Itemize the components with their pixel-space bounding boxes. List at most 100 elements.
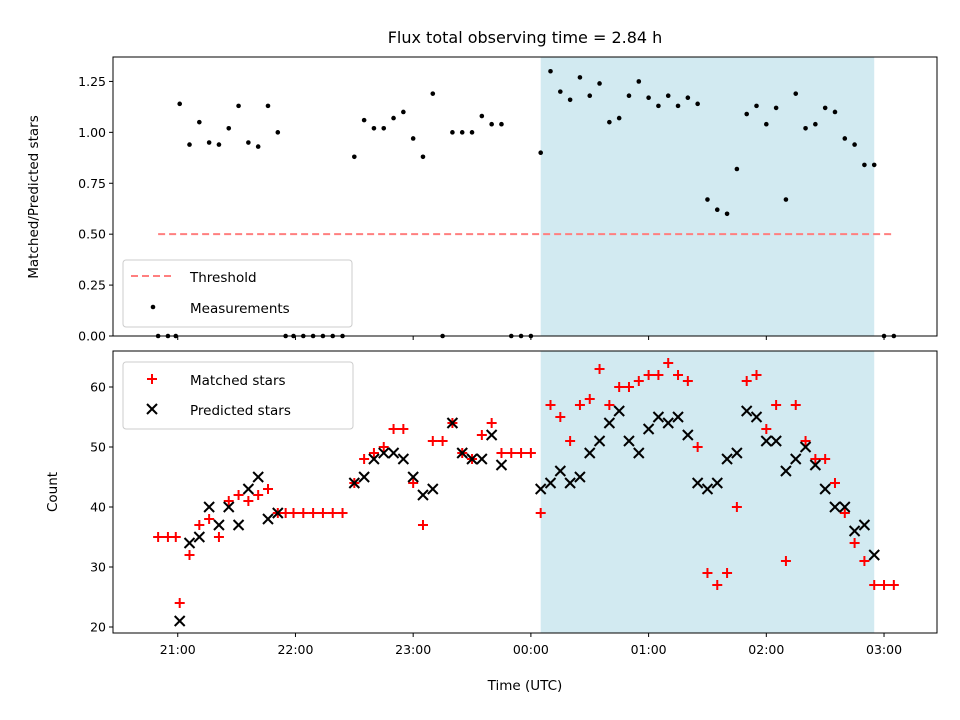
matched-star-point	[810, 454, 821, 464]
matched-star-point	[213, 532, 224, 542]
measurement-point	[265, 103, 271, 109]
matched-star-point	[378, 442, 389, 452]
predicted-star-point	[446, 417, 459, 429]
bottom-shaded-span	[540, 351, 875, 633]
x-tick-label: 00:00	[513, 642, 549, 657]
predicted-star-point	[829, 501, 841, 513]
predicted-star-point	[272, 507, 284, 519]
predicted-star-point	[584, 447, 596, 459]
predicted-star-point	[623, 435, 635, 447]
measurement-point	[361, 117, 367, 123]
matched-star-point	[692, 442, 703, 452]
matched-star-point	[604, 400, 615, 410]
measurement-point	[381, 125, 387, 131]
measurement-point	[646, 95, 651, 101]
predicted-star-point	[387, 447, 400, 459]
matched-star-point	[496, 448, 507, 458]
matched-star-point	[288, 508, 299, 518]
predicted-star-point	[603, 417, 616, 429]
predicted-star-point	[232, 519, 245, 531]
measurement-point	[548, 68, 553, 74]
predicted-star-point	[593, 435, 606, 447]
matched-star-point	[712, 580, 723, 590]
y-tick-label: 60	[90, 380, 106, 395]
predicted-star-point	[485, 429, 498, 441]
measurements-legend-swatch	[150, 304, 156, 310]
measurement-point	[177, 101, 183, 107]
matched-star-point	[682, 376, 693, 386]
measurement-point	[813, 121, 818, 127]
predicted-legend-label: Predicted stars	[190, 403, 291, 419]
measurement-point	[783, 197, 789, 202]
predicted-star-point	[476, 453, 488, 465]
matched-star-point	[233, 490, 244, 500]
bottom-x-axis: 21:00 22:00 23:00 00:00 01:00 02:00 03:00	[160, 633, 902, 657]
predicted-star-point	[193, 531, 206, 543]
matched-star-point	[516, 448, 527, 458]
measurement-point	[499, 121, 504, 127]
matched-star-point	[741, 376, 752, 386]
predicted-star-point	[368, 453, 380, 465]
measurement-point	[246, 140, 251, 145]
measurement-point	[275, 130, 281, 135]
matched-legend-label: Matched stars	[190, 373, 286, 389]
matched-star-point	[594, 364, 605, 374]
measurement-point	[656, 103, 661, 109]
bottom-y-axis-label: Count	[45, 472, 61, 512]
predicted-star-point	[173, 615, 186, 627]
y-tick-label: 0.75	[78, 176, 106, 191]
y-tick-label: 50	[90, 440, 106, 455]
matched-star-point	[204, 514, 215, 524]
matched-star-point	[800, 436, 811, 446]
predicted-star-point	[721, 453, 733, 465]
matched-star-point	[427, 436, 438, 446]
measurement-point	[626, 93, 632, 98]
matched-star-point	[417, 520, 428, 530]
measurement-point	[371, 125, 377, 131]
matched-star-point	[574, 400, 585, 410]
measurement-point	[430, 91, 436, 96]
matched-star-point	[337, 508, 348, 518]
measurement-point	[587, 93, 593, 98]
measurement-point	[764, 121, 769, 127]
predicted-star-point	[672, 411, 684, 423]
predicted-legend-swatch	[146, 403, 158, 415]
measurement-point	[871, 162, 877, 168]
measurements-legend-label: Measurements	[190, 301, 290, 317]
matched-star-point	[771, 400, 782, 410]
matched-star-point	[643, 370, 654, 380]
y-tick-label: 30	[90, 560, 106, 575]
measurement-point	[236, 103, 241, 109]
top-panel: 0.00 0.25 0.50 0.75 1.00 1.25 Matched/Predict…	[26, 56, 938, 344]
measurement-point	[842, 136, 848, 141]
measurement-point	[685, 95, 691, 101]
matched-star-point	[633, 376, 644, 386]
chart-title: Flux total observing time = 2.84 h	[388, 28, 663, 47]
matched-star-point	[673, 370, 684, 380]
matched-star-point	[194, 520, 205, 530]
matched-star-point	[829, 478, 840, 488]
predicted-star-point	[407, 471, 419, 483]
matched-star-point	[327, 508, 338, 518]
measurement-point	[744, 111, 749, 117]
matched-star-point	[722, 568, 733, 578]
predicted-star-point	[466, 453, 478, 465]
measurement-point	[734, 166, 740, 172]
matched-star-point	[243, 496, 254, 506]
predicted-star-point	[534, 483, 547, 495]
matched-star-point	[565, 436, 576, 446]
matched-star-point	[262, 484, 273, 494]
predicted-stars-series	[173, 405, 880, 627]
top-legend[interactable]: Threshold Measurements	[122, 259, 353, 328]
predicted-star-point	[858, 519, 871, 531]
predicted-star-point	[242, 483, 255, 495]
matched-star-point	[869, 580, 880, 590]
predicted-star-point	[790, 453, 802, 465]
matched-star-point	[506, 448, 517, 458]
bottom-legend[interactable]: Matched stars Predicted stars	[122, 361, 354, 430]
matched-star-point	[653, 370, 664, 380]
measurement-point	[216, 142, 222, 147]
predicted-star-point	[544, 477, 557, 489]
predicted-star-point	[711, 477, 723, 489]
predicted-star-point	[848, 525, 861, 537]
